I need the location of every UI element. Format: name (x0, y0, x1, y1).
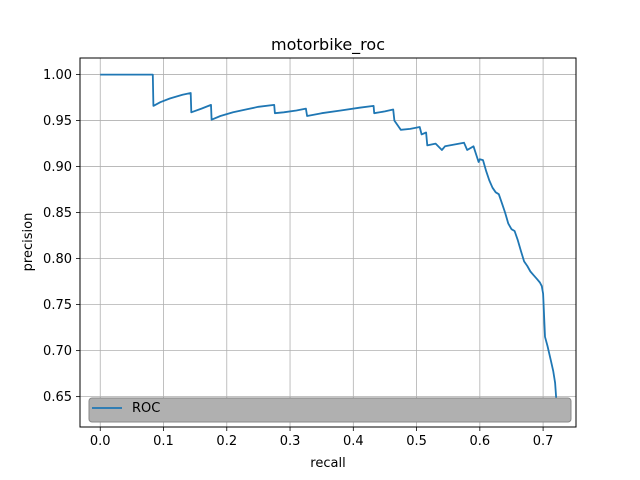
y-tick-label: 0.75 (43, 298, 72, 313)
x-tick-label: 0.7 (533, 434, 554, 449)
ticks: 0.0 0.1 0.2 0.3 0.4 0.5 0.6 0.7 0.65 0.70 0.75 0.80… (43, 68, 553, 449)
y-axis-label: precision (21, 213, 36, 272)
legend-box (88, 397, 572, 423)
series-line-roc (100, 73, 558, 410)
x-tick-label: 0.2 (216, 434, 237, 449)
y-tick-label: 0.95 (43, 114, 72, 129)
x-tick-label: 0.4 (343, 434, 364, 449)
y-tick-label: 0.85 (43, 206, 72, 221)
x-tick-label: 0.5 (406, 434, 427, 449)
y-tick-label: 0.65 (43, 390, 72, 405)
x-tick-label: 0.1 (153, 434, 174, 449)
chart-title: motorbike_roc (271, 35, 385, 55)
y-tick-label: 0.70 (43, 344, 72, 359)
x-tick-label: 0.6 (469, 434, 490, 449)
plot-frame (79, 57, 577, 428)
grid (80, 58, 576, 427)
series-layer (100, 73, 558, 410)
legend: ROC (88, 397, 572, 423)
y-tick-label: 0.80 (43, 252, 72, 267)
x-tick-label: 0.3 (280, 434, 301, 449)
x-axis-label: recall (310, 456, 345, 471)
legend-label: ROC (132, 401, 160, 416)
y-tick-label: 1.00 (43, 68, 72, 83)
x-tick-label: 0.0 (90, 434, 111, 449)
y-tick-label: 0.90 (43, 160, 72, 175)
